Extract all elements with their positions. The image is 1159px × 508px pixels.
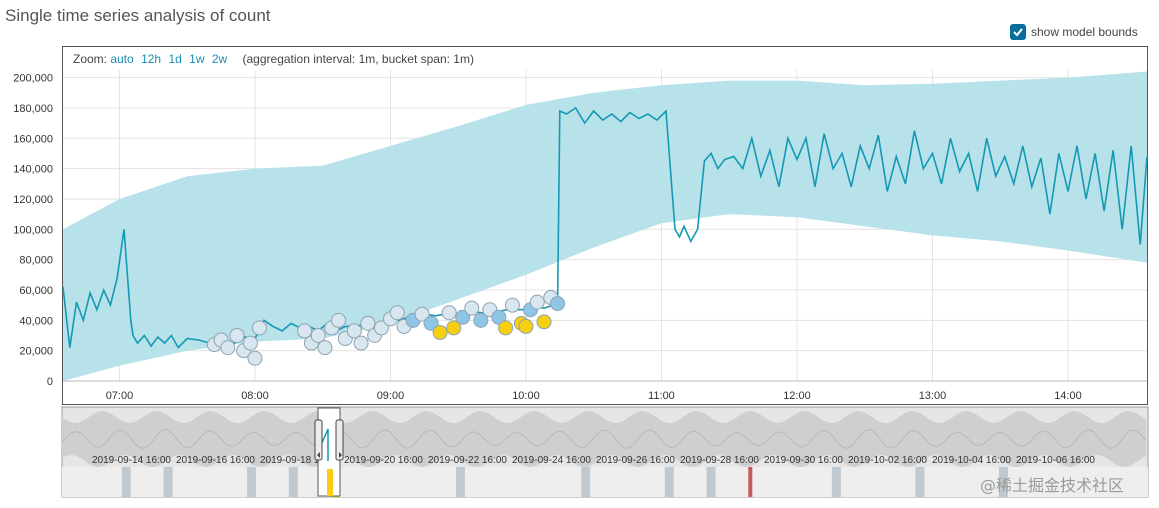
severity-marker <box>831 467 841 497</box>
x-tick-label: 13:00 <box>919 390 947 402</box>
brush-right-arrow-icon <box>339 452 342 458</box>
context-date-label: 2019-09-30 16:00 <box>764 455 843 466</box>
anomaly-marker[interactable] <box>464 300 480 316</box>
y-tick-label: 120,000 <box>13 194 53 206</box>
severity-marker <box>915 467 925 497</box>
anomaly-marker[interactable] <box>529 294 545 310</box>
context-date-label: 2019-10-06 16:00 <box>1016 455 1095 466</box>
y-tick-label: 40,000 <box>19 315 53 327</box>
severity-marker <box>455 467 465 497</box>
context-date-label: 2019-09-16 16:00 <box>176 455 255 466</box>
anomaly-marker[interactable] <box>373 320 389 336</box>
brush-severity-marker <box>327 469 333 496</box>
brush-preview-line <box>320 428 329 461</box>
anomaly-marker[interactable] <box>360 315 376 331</box>
anomaly-marker[interactable] <box>247 350 263 366</box>
severity-marker <box>121 467 131 497</box>
anomaly-marker[interactable] <box>504 297 520 313</box>
x-tick-label: 14:00 <box>1054 390 1082 402</box>
x-tick-label: 11:00 <box>648 390 675 402</box>
zoom-12h-link[interactable]: 12h <box>141 52 162 66</box>
brush-left-arrow-icon <box>317 452 320 458</box>
severity-marker <box>247 467 257 497</box>
y-tick-label: 200,000 <box>13 73 53 85</box>
context-date-label: 2019-09-28 16:00 <box>680 455 759 466</box>
zoom-auto-link[interactable]: auto <box>110 52 134 66</box>
x-tick-label: 08:00 <box>241 390 269 402</box>
anomaly-marker[interactable] <box>473 312 489 328</box>
anomaly-marker[interactable] <box>455 309 471 325</box>
brush-right-handle[interactable] <box>335 419 344 461</box>
severity-marker <box>998 467 1008 497</box>
y-tick-label: 100,000 <box>13 224 53 236</box>
anomaly-marker[interactable] <box>310 327 326 343</box>
severity-marker <box>664 467 674 497</box>
zoom-bar: Zoom: auto 12h 1d 1w 2w (aggregation int… <box>73 52 474 66</box>
zoom-label: Zoom: <box>73 52 108 66</box>
context-date-label: 2019-10-02 16:00 <box>848 455 927 466</box>
anomaly-marker[interactable] <box>317 340 333 356</box>
y-tick-label: 60,000 <box>19 285 53 297</box>
severity-marker <box>288 467 298 497</box>
show-model-bounds-toggle[interactable]: show model bounds <box>1010 24 1138 40</box>
severity-marker <box>581 467 591 497</box>
x-tick-label: 10:00 <box>512 390 540 402</box>
anomaly-marker[interactable] <box>498 320 514 336</box>
watermark: @稀土掘金技术社区 <box>980 476 1125 495</box>
anomaly-marker[interactable] <box>550 296 566 312</box>
y-tick-label: 180,000 <box>13 103 53 115</box>
zoom-1w-link[interactable]: 1w <box>189 52 205 66</box>
zoom-1d-link[interactable]: 1d <box>168 52 182 66</box>
context-date-label: 2019-09-26 16:00 <box>596 455 675 466</box>
checkbox-checked-icon[interactable] <box>1010 24 1026 40</box>
severity-marker <box>748 467 753 497</box>
anomaly-marker[interactable] <box>446 320 462 336</box>
context-line <box>61 429 1147 449</box>
anomaly-marker[interactable] <box>229 327 245 343</box>
anomaly-marker[interactable] <box>536 314 552 330</box>
page-title: Single time series analysis of count <box>5 6 271 25</box>
anomaly-marker[interactable] <box>353 335 369 351</box>
context-date-label: 2019-09-24 16:00 <box>512 455 591 466</box>
anomaly-marker[interactable] <box>432 324 448 340</box>
severity-swimlane <box>62 467 1148 497</box>
chart-frame <box>62 46 1148 405</box>
x-tick-label: 12:00 <box>783 390 811 402</box>
severity-marker <box>163 467 173 497</box>
context-date-label: 2019-09-22 16:00 <box>428 455 507 466</box>
zoom-2w-link[interactable]: 2w <box>211 52 228 66</box>
show-model-bounds-label: show model bounds <box>1031 25 1138 39</box>
context-date-label: 2019-09-14 16:00 <box>92 455 171 466</box>
anomaly-marker[interactable] <box>242 335 258 351</box>
y-tick-label: 20,000 <box>19 346 53 358</box>
anomaly-marker[interactable] <box>251 320 267 336</box>
anomaly-marker[interactable] <box>414 306 430 322</box>
anomaly-marker[interactable] <box>346 323 362 339</box>
anomaly-marker[interactable] <box>220 340 236 356</box>
anomaly-marker[interactable] <box>423 315 439 331</box>
aggregation-info: (aggregation interval: 1m, bucket span: … <box>242 52 474 66</box>
y-tick-label: 140,000 <box>13 164 53 176</box>
y-tick-label: 0 <box>47 376 53 388</box>
severity-marker <box>706 467 716 497</box>
context-date-label: 2019-09-20 16:00 <box>344 455 423 466</box>
y-tick-label: 80,000 <box>19 255 53 267</box>
y-tick-label: 160,000 <box>13 133 53 145</box>
anomaly-marker[interactable] <box>297 323 313 339</box>
context-date-label: 2019-09-18 16:00 <box>260 455 339 466</box>
anomaly-marker[interactable] <box>491 309 507 325</box>
anomaly-marker[interactable] <box>441 305 457 321</box>
x-tick-label: 09:00 <box>377 390 405 402</box>
context-date-label: 2019-10-04 16:00 <box>932 455 1011 466</box>
anomaly-marker[interactable] <box>389 305 405 321</box>
anomaly-marker[interactable] <box>331 312 347 328</box>
anomaly-marker[interactable] <box>518 318 534 334</box>
brush-left-handle[interactable] <box>314 419 323 461</box>
x-tick-label: 07:00 <box>106 390 134 402</box>
model-bounds-band <box>63 71 1147 381</box>
